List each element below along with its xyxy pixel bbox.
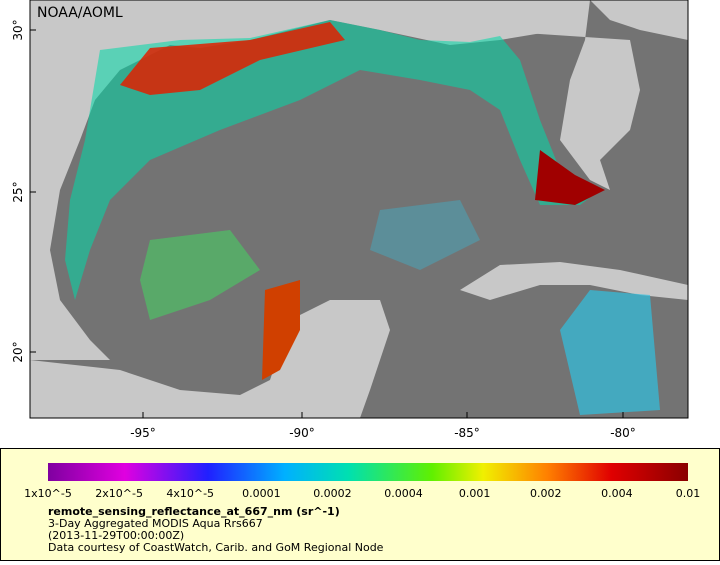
colorbar-tick-label: 0.01 xyxy=(676,487,701,500)
legend-title: remote_sensing_reflectance_at_667_nm (sr… xyxy=(48,505,340,518)
land-us-mexico xyxy=(30,0,590,360)
data-patch xyxy=(140,230,260,320)
lat-label: 30° xyxy=(11,19,25,40)
land-cuba xyxy=(460,262,688,300)
lat-label: 20° xyxy=(11,341,25,362)
data-high-yucatan xyxy=(262,280,300,380)
lon-label: -95° xyxy=(130,426,156,440)
land-florida xyxy=(30,0,688,190)
colorbar-tick-label: 0.001 xyxy=(459,487,491,500)
colorbar-tick-label: 1x10^-5 xyxy=(24,487,72,500)
colorbar xyxy=(48,463,688,481)
legend-line: 3-Day Aggregated MODIS Aqua Rrs667 xyxy=(48,517,263,530)
lon-label: -90° xyxy=(289,426,315,440)
colorbar-tick-label: 0.004 xyxy=(601,487,633,500)
colorbar-tick-label: 0.0004 xyxy=(384,487,423,500)
lon-label: -85° xyxy=(454,426,480,440)
lon-label: -80° xyxy=(610,426,636,440)
colorbar-tick-label: 0.0001 xyxy=(242,487,281,500)
map: NOAA/AOML xyxy=(29,0,689,419)
colorbar-tick-label: 0.0002 xyxy=(313,487,352,500)
legend-line: (2013-11-29T00:00:00Z) xyxy=(48,529,184,542)
map-frame xyxy=(29,0,689,419)
data-high-florida xyxy=(535,150,605,205)
data-caribbean xyxy=(560,290,660,415)
data-patch xyxy=(370,200,480,270)
data-high-north xyxy=(120,22,345,95)
colorbar-tick-label: 0.002 xyxy=(530,487,562,500)
credit: NOAA/AOML xyxy=(37,5,123,21)
legend-line: Data courtesy of CoastWatch, Carib. and … xyxy=(48,541,384,554)
colorbar-tick-label: 2x10^-5 xyxy=(95,487,143,500)
colorbar-tick-label: 4x10^-5 xyxy=(166,487,214,500)
lat-label: 25° xyxy=(11,181,25,202)
